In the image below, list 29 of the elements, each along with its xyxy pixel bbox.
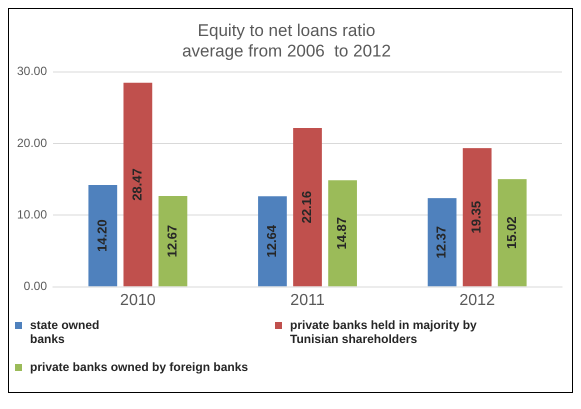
bar (123, 82, 152, 286)
data-label: 12.67 (164, 224, 180, 258)
data-label: 14.20 (94, 219, 110, 252)
y-tick-label: 10.00 (17, 207, 48, 222)
bar (328, 180, 357, 286)
y-tick-label: 20.00 (17, 136, 48, 150)
bar (498, 179, 527, 286)
y-tick-label: 0.00 (24, 279, 48, 294)
x-tick-label: 2012 (459, 292, 496, 309)
legend-label: state owned banks (30, 318, 100, 346)
data-label: 15.02 (504, 216, 519, 249)
bar (428, 198, 456, 286)
bar (88, 185, 118, 286)
data-label: 22.16 (299, 190, 314, 224)
x-tick-label: 2010 (120, 292, 156, 309)
bar (293, 128, 322, 286)
data-label: 14.87 (334, 216, 350, 250)
legend-label: private banks held in majority by Tunisian shareholders (290, 318, 478, 346)
bar (158, 196, 188, 286)
chart-title: Equity to net loans ratio average from 2006 to 2012 (182, 20, 391, 60)
bar (258, 196, 287, 286)
data-label: 19.35 (468, 200, 484, 234)
data-label: 28.47 (129, 168, 144, 201)
data-label: 12.37 (434, 226, 449, 258)
bar (462, 148, 492, 286)
x-tick-label: 2011 (290, 292, 325, 309)
y-tick-label: 30.00 (17, 64, 48, 78)
legend-label: private banks owned by foreign banks (30, 360, 248, 374)
data-label: 12.64 (264, 224, 280, 258)
